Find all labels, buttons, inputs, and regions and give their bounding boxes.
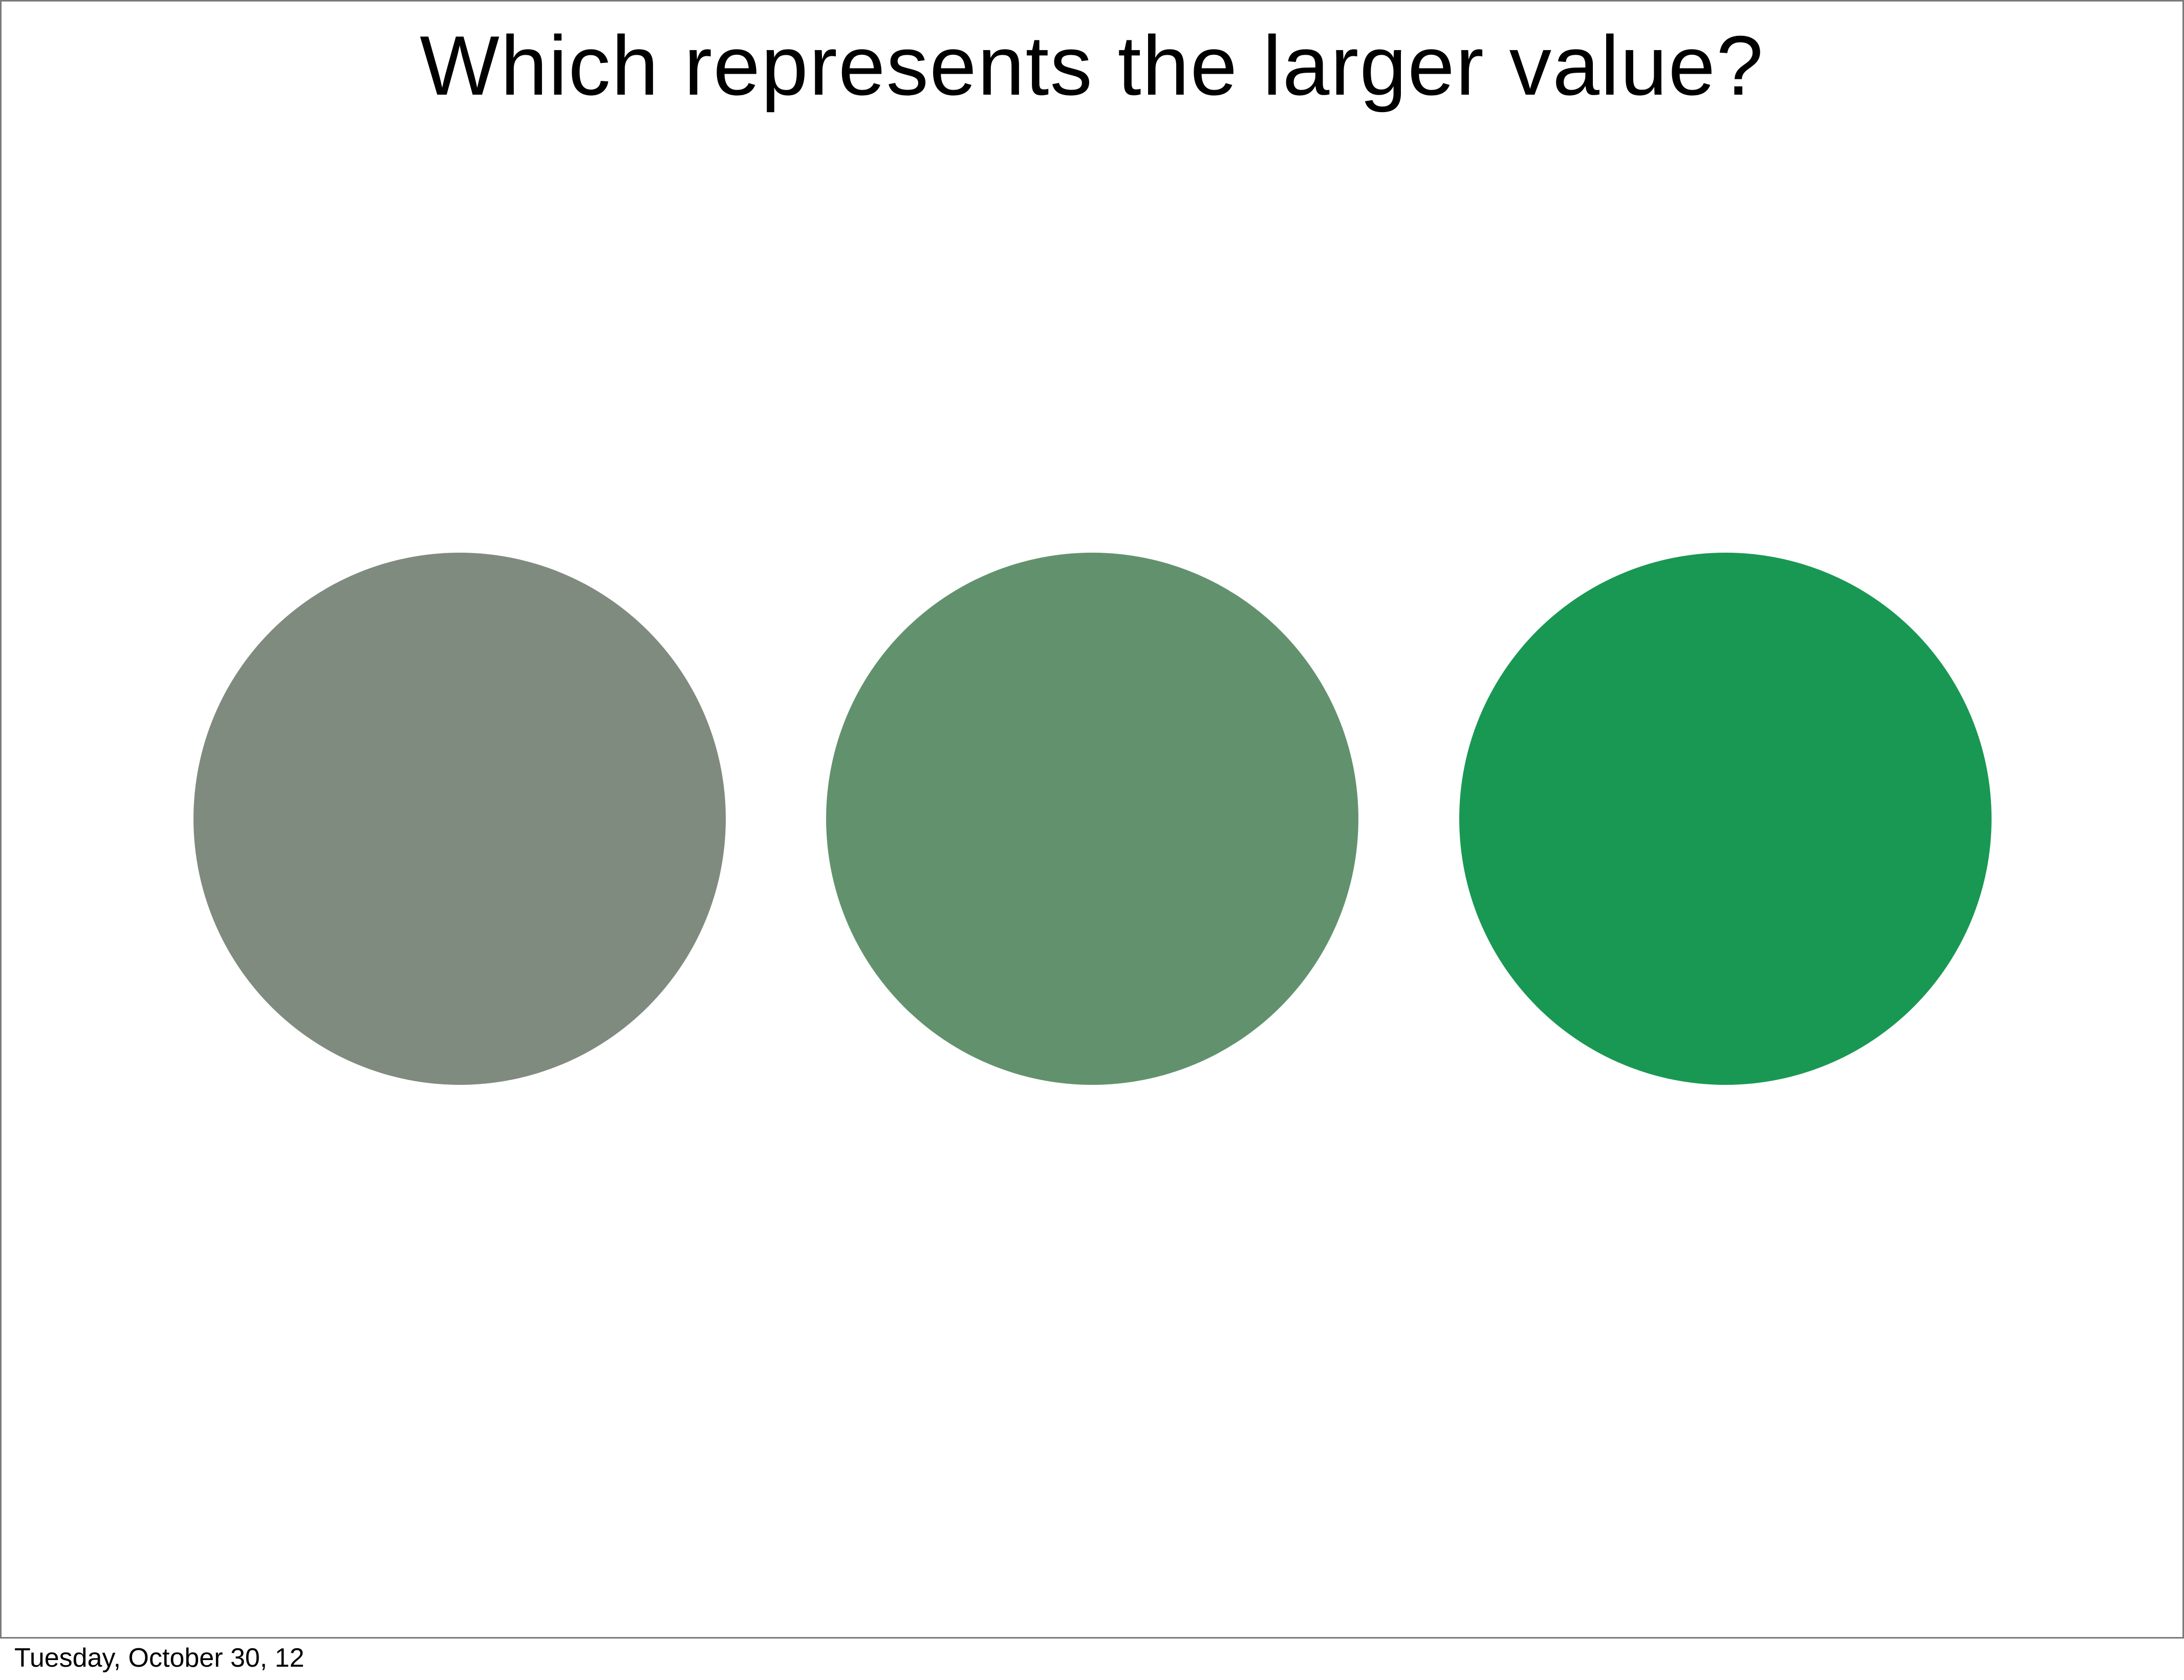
- gray-circle: [193, 553, 726, 1085]
- bright-green-circle: [1459, 553, 1992, 1085]
- slide: Which represents the larger value?: [0, 0, 2184, 1639]
- muted-green-circle: [826, 553, 1358, 1085]
- slide-title: Which represents the larger value?: [420, 18, 1764, 113]
- footer-date: Tuesday, October 30, 12: [14, 1643, 305, 1673]
